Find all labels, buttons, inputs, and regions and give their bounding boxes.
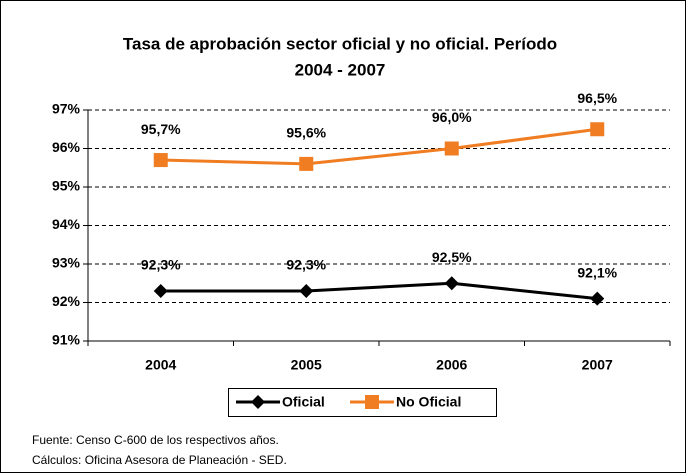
chart-subtitle: 2004 - 2007 [295,60,386,79]
x-tick-label: 2004 [145,357,176,373]
point [153,153,168,168]
legend-marker [251,395,265,409]
series-line [160,281,598,301]
data-label: 92,3% [286,257,326,273]
chart-title: Tasa de aprobación sector oficial y no o… [123,34,557,53]
y-tick-label: 92% [52,293,81,309]
y-tick-label: 93% [52,255,81,271]
point [299,283,314,298]
data-label: 92,5% [432,249,472,265]
point [444,276,459,291]
note: Cálculos: Oficina Asesora de Planeación … [32,453,287,467]
data-label: 95,7% [141,121,181,137]
point [153,283,168,298]
x-tick-label: 2005 [291,357,322,373]
x-tick-label: 2007 [582,357,613,373]
y-tick-label: 91% [52,332,81,348]
point [299,156,314,171]
legend-label: Oficial [282,394,325,410]
y-tick-label: 97% [52,101,81,117]
point [590,291,605,306]
y-tick-label: 96% [52,139,81,155]
point [590,122,605,137]
data-label: 92,3% [141,257,181,273]
data-label: 96,0% [432,109,472,125]
x-tick-label: 2006 [436,357,467,373]
data-label: 96,5% [577,90,617,106]
data-label: 92,1% [577,264,617,280]
legend-marker [365,395,379,409]
legend-label: No Oficial [396,394,461,410]
point [444,141,459,156]
y-tick-label: 95% [52,178,81,194]
y-tick-label: 94% [52,216,81,232]
series-line [160,127,598,166]
data-label: 95,6% [286,125,326,141]
note: Fuente: Censo C-600 de los respectivos a… [32,433,279,447]
